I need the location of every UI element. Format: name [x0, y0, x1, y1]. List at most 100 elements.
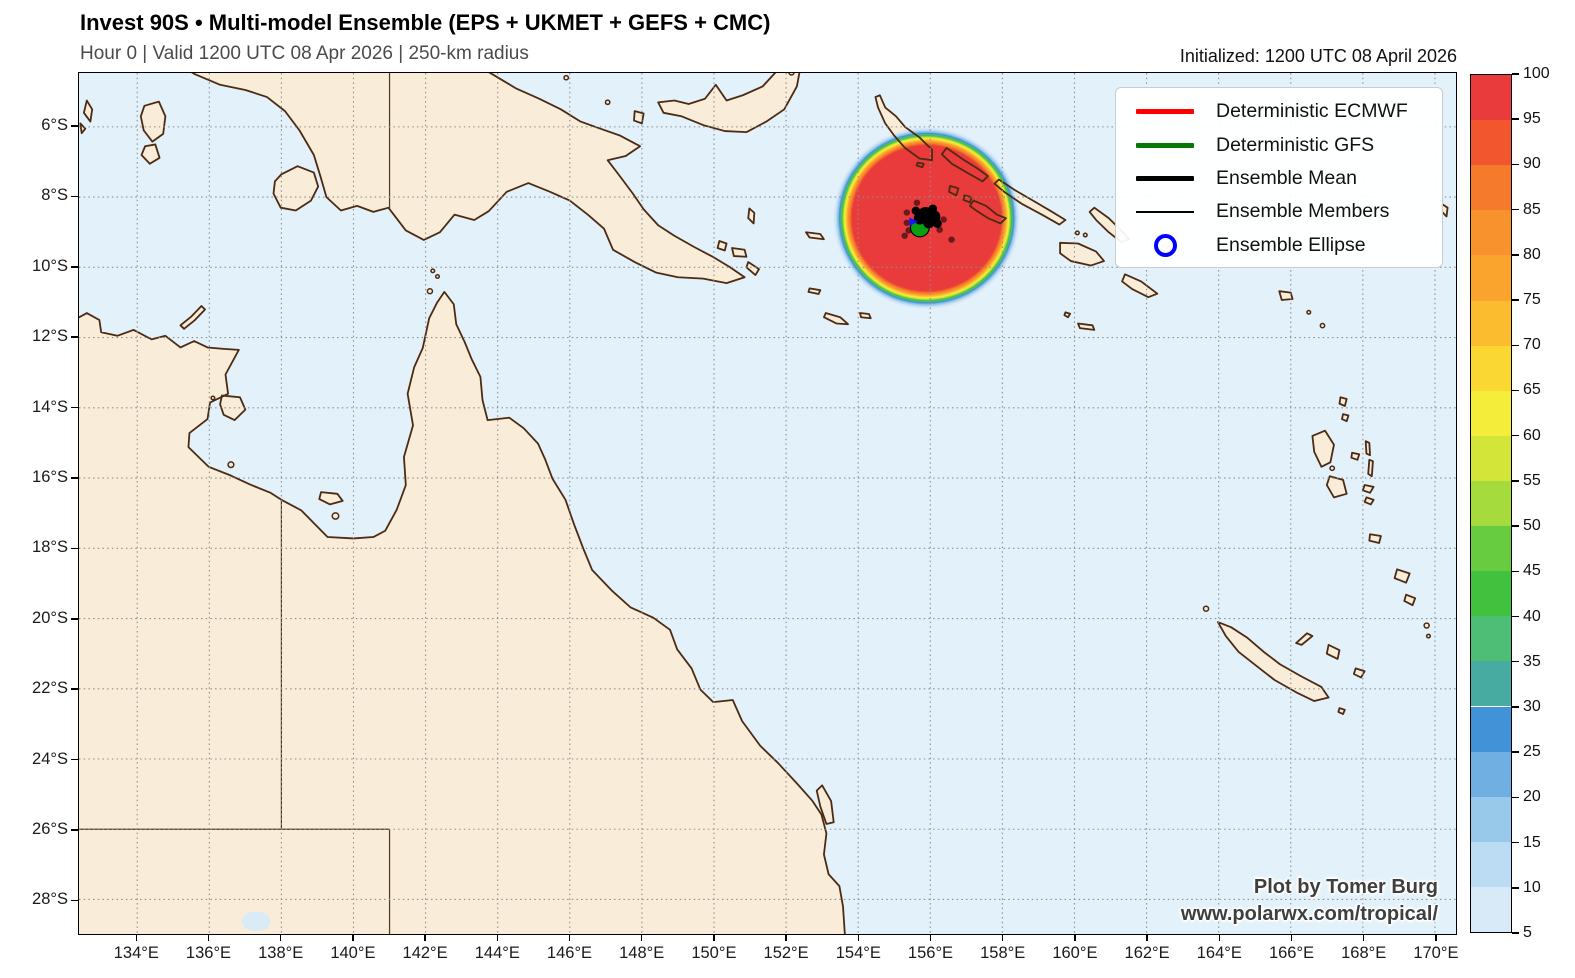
x-tick-label: 164°E	[1196, 944, 1242, 962]
ensemble-member-dot	[903, 219, 911, 226]
x-tick-mark	[640, 935, 643, 941]
ensemble-member-dot	[903, 209, 911, 216]
y-tick-label: 12°S	[32, 327, 68, 346]
colorbar-tick-label: 55	[1523, 471, 1541, 489]
ensemble-ellipse-marker	[909, 217, 919, 226]
coastline-lifou	[1325, 643, 1341, 660]
colorbar-segment	[1471, 841, 1511, 887]
x-tick-mark	[1001, 935, 1004, 941]
colorbar-tick-mark	[1512, 480, 1519, 482]
landmass-new-britain	[658, 73, 800, 133]
line-swatch-icon	[1136, 211, 1194, 213]
coastline-ouvea	[1295, 632, 1314, 646]
small-island	[227, 461, 235, 469]
x-tick-label: 144°E	[474, 944, 520, 962]
coastline-maewo	[1364, 440, 1371, 457]
figure-subtitle: Hour 0 | Valid 1200 UTC 08 Apr 2026 | 25…	[80, 43, 529, 64]
colorbar-segment	[1471, 796, 1511, 842]
colorbar-tick-mark	[1512, 389, 1519, 392]
x-tick-mark	[929, 935, 932, 941]
y-tick-label: 24°S	[32, 749, 68, 768]
colorbar-tick-mark	[1512, 615, 1519, 618]
coastline-santa-isabel	[993, 178, 1067, 226]
landmass-ouvea	[1296, 633, 1313, 645]
colorbar-tick-label: 75	[1523, 291, 1541, 309]
colorbar-segment	[1471, 886, 1511, 932]
coastline-guadalcanal	[1059, 241, 1105, 267]
y-tick-mark	[71, 195, 78, 198]
y-tick-label: 22°S	[32, 679, 68, 698]
coastline-mornington	[318, 491, 344, 506]
landmass-aru-north	[140, 101, 166, 142]
small-island	[563, 74, 570, 81]
x-tick-label: 146°E	[546, 944, 593, 962]
y-tick-label: 16°S	[32, 467, 68, 486]
small-island	[1329, 465, 1336, 472]
colorbar-tick-label: 50	[1523, 517, 1541, 535]
coastline-australia	[79, 290, 846, 934]
coastline-mare	[1352, 667, 1366, 679]
x-tick-label: 140°E	[330, 944, 376, 962]
colorbar-tick-label: 35	[1523, 652, 1541, 670]
legend-thin-line-swatch	[1136, 211, 1194, 213]
x-tick-mark	[785, 935, 787, 941]
coastline-new-britain	[657, 73, 801, 134]
legend-circle-swatch	[1153, 233, 1177, 257]
colorbar-segment	[1471, 255, 1511, 301]
colorbar-segment	[1471, 571, 1511, 617]
colorbar-tick-mark	[1512, 163, 1519, 166]
small-island	[1082, 232, 1088, 238]
colorbar-tick-mark	[1512, 841, 1519, 844]
coastline-tanna	[1403, 593, 1417, 607]
coastline-shortland	[915, 161, 925, 169]
legend-item-label: Deterministic GFS	[1216, 133, 1375, 156]
coastline-aru-south	[140, 143, 161, 165]
y-tick-mark	[71, 266, 78, 268]
landmass-makira	[1122, 274, 1158, 298]
colorbar-segment	[1471, 390, 1511, 436]
coastline-ambae	[1350, 451, 1361, 461]
colorbar-tick-label: 30	[1523, 697, 1541, 715]
colorbar-segment	[1471, 345, 1511, 391]
colorbar-tick-mark	[1512, 73, 1519, 75]
coastline-kai-south	[79, 122, 87, 135]
coastline-bellona	[1063, 311, 1072, 319]
legend-line-swatch	[1136, 109, 1194, 115]
small-island	[788, 73, 795, 76]
coastline-new-guinea	[191, 73, 746, 285]
y-tick-mark	[71, 758, 78, 761]
legend-item: Ensemble Members	[1128, 195, 1442, 228]
x-tick-label: 170°E	[1413, 944, 1459, 962]
landmass-grande-terre	[1217, 622, 1329, 702]
ensemble-cluster-dot	[923, 217, 935, 229]
landmass-normanby	[746, 262, 760, 276]
lake-eyre	[241, 911, 271, 932]
x-tick-label: 136°E	[185, 944, 232, 962]
colorbar-segment	[1471, 661, 1511, 707]
coastline-ambrym	[1361, 484, 1375, 494]
coastline-makira	[1121, 273, 1159, 299]
small-island	[426, 288, 434, 295]
colorbar-tick-label: 100	[1523, 65, 1550, 82]
colorbar-segment	[1471, 435, 1511, 481]
ensemble-cluster-dot	[911, 206, 921, 216]
coastline-misima	[807, 287, 822, 295]
y-tick-mark	[71, 547, 78, 550]
colorbar-segment	[1471, 75, 1511, 121]
legend-line-swatch	[1136, 142, 1194, 148]
coastline-new-georgia	[969, 199, 1007, 225]
coastline-pentecost	[1367, 458, 1374, 478]
page-title: Invest 90S • Multi-model Ensemble (EPS +…	[80, 10, 771, 35]
landmass-guadalcanal	[1060, 242, 1105, 266]
coastline-wessel-islands	[179, 305, 206, 330]
x-tick-mark	[135, 935, 138, 941]
landmass-tagula	[823, 313, 849, 325]
landmass-dolak	[273, 166, 319, 211]
small-island	[434, 273, 441, 279]
landmass-umboi	[633, 111, 644, 124]
line-swatch-icon	[1136, 175, 1194, 181]
legend-item: Deterministic ECMWF	[1128, 95, 1442, 128]
small-island	[1319, 322, 1326, 329]
line-swatch-icon	[1136, 109, 1194, 115]
